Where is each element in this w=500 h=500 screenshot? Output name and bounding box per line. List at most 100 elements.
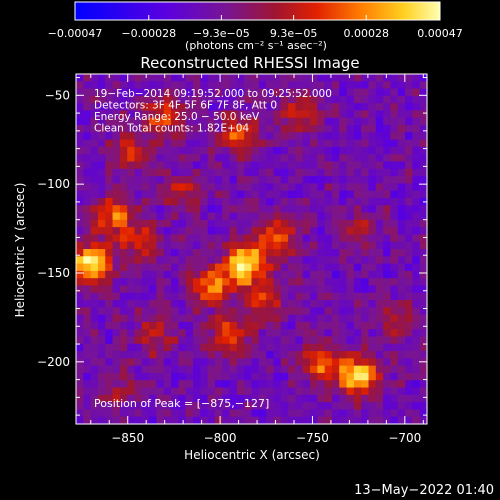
heatmap-cell [229,117,238,126]
heatmap-cell [229,402,238,411]
heatmap-cell [171,380,179,389]
heatmap-cell [295,263,304,272]
heatmap-cell [280,285,289,294]
heatmap-cell [127,95,136,104]
heatmap-cell [178,329,187,338]
heatmap-cell [156,103,165,112]
heatmap-cell [207,358,216,367]
heatmap-cell [185,343,194,352]
heatmap-cell [229,81,238,90]
heatmap-cell [258,249,267,257]
heatmap-cell [178,278,187,287]
heatmap-cell [97,358,106,367]
heatmap-cell [383,205,392,214]
heatmap-cell [76,212,84,221]
heatmap-cell [90,161,99,170]
heatmap-cell [83,409,92,418]
heatmap-cell [171,329,179,338]
heatmap-cell [178,416,187,425]
heatmap-cell [90,81,99,90]
heatmap-cell [361,351,370,359]
heatmap-cell [375,263,384,272]
heatmap-cell [353,300,362,308]
heatmap-cell [119,176,128,184]
heatmap-cell [251,409,260,418]
heatmap-cell [171,205,179,214]
heatmap-cell [251,219,260,228]
heatmap-cell [419,139,428,148]
heatmap-cell [368,168,377,177]
heatmap-cell [405,365,413,374]
heatmap-cell [97,227,106,236]
heatmap-cell [134,117,143,126]
heatmap-cell [119,343,128,352]
heatmap-cell [149,197,158,206]
heatmap-cell [236,168,245,177]
heatmap-cell [390,372,399,381]
heatmap-cell [83,416,92,425]
heatmap-cell [76,234,84,243]
heatmap-cell [229,110,238,119]
heatmap-cell [302,117,311,126]
heatmap-cell [97,278,106,287]
heatmap-cell [127,292,136,301]
heatmap-cell [331,351,340,359]
heatmap-cell [134,409,143,418]
heatmap-cell [383,146,392,155]
heatmap-cell [105,380,114,389]
heatmap-cell [134,103,143,112]
heatmap-cell [251,205,260,214]
y-tick-labels: −50−100−150−200 [37,88,70,368]
heatmap-cell [295,88,304,97]
heatmap-cell [353,409,362,418]
heatmap-cell [280,278,289,287]
heatmap-cell [266,183,275,192]
heatmap-cell [419,241,428,250]
heatmap-cell [229,372,238,381]
heatmap-cell [346,365,355,374]
heatmap-cell [273,351,282,359]
heatmap-cell [419,409,428,418]
heatmap-cell [119,300,128,308]
heatmap-cell [419,95,428,104]
heatmap-cell [331,372,340,381]
heatmap-cell [178,212,187,221]
heatmap-cell [90,154,99,163]
heatmap-cell [405,197,413,206]
heatmap-cell [149,409,158,418]
heatmap-cell [119,139,128,148]
heatmap-cell [141,321,150,330]
heatmap-cell [317,307,326,316]
heatmap-cell [229,314,238,323]
heatmap-cell [76,365,84,374]
heatmap-cell [229,256,238,265]
heatmap-cell [266,197,275,206]
heatmap-cell [390,314,399,323]
heatmap-cell [112,263,121,272]
heatmap-cell [258,321,267,330]
heatmap-cell [119,190,128,199]
heatmap-cell [419,307,428,316]
heatmap-cell [266,117,275,126]
heatmap-cell [258,212,267,221]
heatmap-cell [90,168,99,177]
heatmap-cell [141,241,150,250]
heatmap-cell [251,358,260,367]
heatmap-cell [339,125,348,133]
heatmap-cell [324,336,333,345]
heatmap-cell [310,146,318,155]
heatmap-cell [214,358,223,367]
heatmap-cell [207,285,216,294]
heatmap-cell [236,343,245,352]
heatmap-cell [390,154,399,163]
heatmap-cell [207,278,216,287]
heatmap-cell [193,321,201,330]
heatmap-cell [222,402,231,411]
heatmap-cell [317,227,326,236]
heatmap-cell [76,278,84,287]
heatmap-cell [353,168,362,177]
heatmap-cell [83,103,92,112]
heatmap-cell [193,234,201,243]
heatmap-cell [200,168,209,177]
heatmap-cell [229,183,238,192]
